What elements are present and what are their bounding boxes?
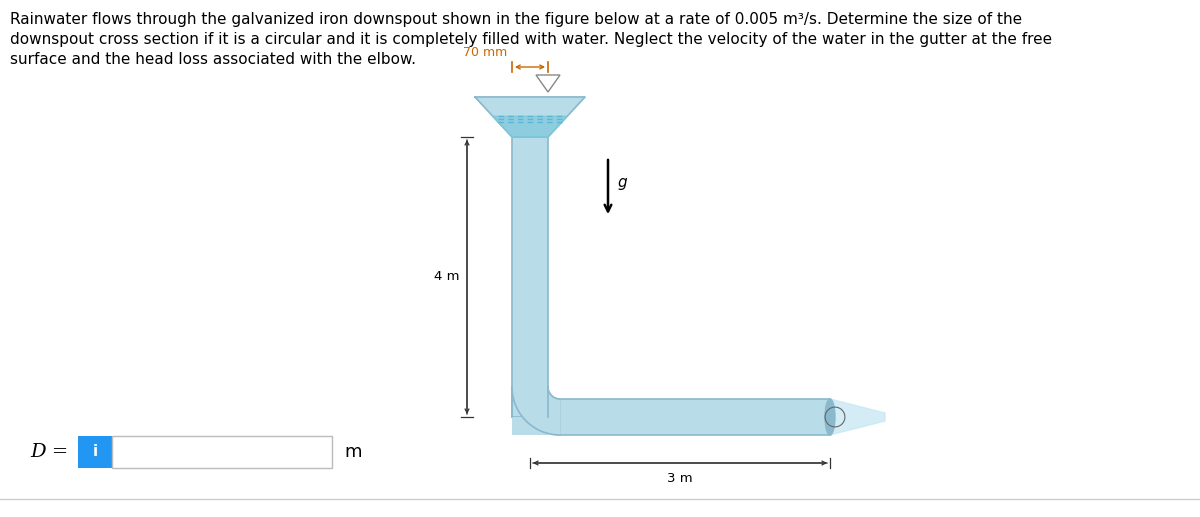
Text: 70 mm: 70 mm [463,46,508,59]
Text: D =: D = [30,443,68,461]
Text: i: i [92,445,97,460]
Ellipse shape [826,399,835,435]
Text: m: m [344,443,361,461]
Polygon shape [536,75,560,92]
FancyBboxPatch shape [112,436,332,468]
Bar [512,137,548,417]
Text: 4 m: 4 m [433,270,458,283]
Bar [560,399,830,435]
Text: Rainwater flows through the galvanized iron downspout shown in the figure below : Rainwater flows through the galvanized i… [10,12,1052,67]
Bar [512,417,548,435]
Polygon shape [512,387,560,435]
Polygon shape [475,97,586,137]
FancyBboxPatch shape [78,436,112,468]
Text: g: g [618,175,628,190]
Polygon shape [830,399,886,435]
Polygon shape [493,116,568,137]
Text: 3 m: 3 m [667,472,692,485]
